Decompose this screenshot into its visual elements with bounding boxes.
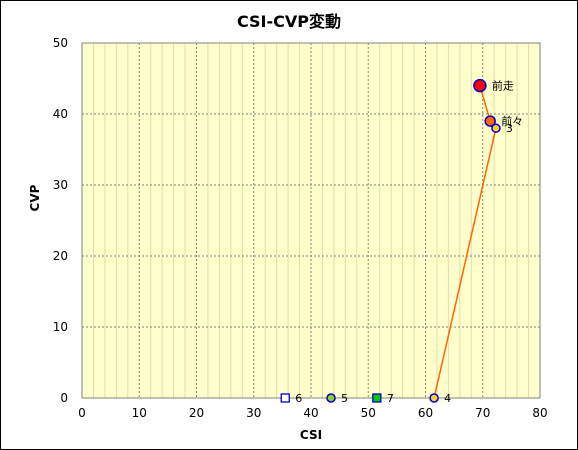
data-point xyxy=(491,123,501,133)
x-tick-label: 10 xyxy=(132,406,147,420)
x-tick-label: 20 xyxy=(189,406,204,420)
data-label: 6 xyxy=(295,392,302,405)
data-label: 前々 xyxy=(501,114,523,128)
y-tick-label: 20 xyxy=(53,249,68,263)
data-point xyxy=(372,393,382,403)
data-point xyxy=(484,115,496,127)
x-axis-label: CSI xyxy=(300,428,322,442)
data-label: 7 xyxy=(387,392,394,405)
y-tick-label: 10 xyxy=(53,320,68,334)
data-label: 3 xyxy=(506,122,513,135)
x-tick-label: 0 xyxy=(78,406,86,420)
y-tick-label: 40 xyxy=(53,107,68,121)
data-label: 4 xyxy=(444,392,451,405)
x-tick-label: 80 xyxy=(532,406,547,420)
x-tick-label: 50 xyxy=(361,406,376,420)
plot-border xyxy=(81,42,541,399)
x-tick-label: 60 xyxy=(418,406,433,420)
y-tick-label: 50 xyxy=(53,36,68,50)
data-point xyxy=(280,393,290,403)
data-point xyxy=(429,393,439,403)
data-label: 5 xyxy=(341,392,348,405)
data-label: 前走 xyxy=(492,79,514,93)
data-point xyxy=(473,78,487,93)
y-tick-label: 0 xyxy=(60,391,68,405)
chart-title: CSI-CVP変動 xyxy=(237,12,341,31)
y-tick-label: 30 xyxy=(53,178,68,192)
data-point xyxy=(326,393,336,403)
x-tick-label: 70 xyxy=(475,406,490,420)
x-tick-label: 30 xyxy=(246,406,261,420)
x-tick-label: 40 xyxy=(303,406,318,420)
y-axis-label: CVP xyxy=(28,184,42,211)
